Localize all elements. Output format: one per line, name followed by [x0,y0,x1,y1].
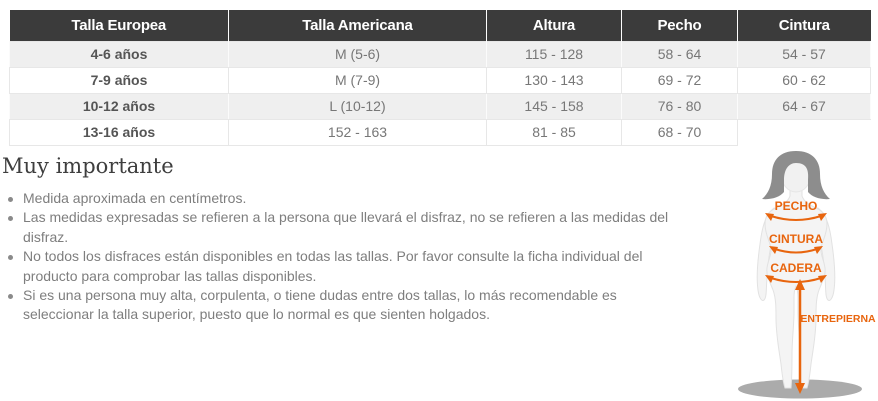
chest-arrowhead-left [765,213,774,221]
notes-title: Muy importante [2,154,174,178]
chest-arrowhead-right [818,213,827,221]
header-row: Talla Europea Talla Americana Altura Pec… [9,10,871,41]
table-cell: 60 - 62 [737,66,871,94]
table-cell: 152 - 163 [228,118,487,146]
waist-label: CINTURA [769,232,823,246]
table-row: 7-9 años M (7-9) 130 - 143 69 - 72 60 - … [9,66,871,94]
hip-arrow [770,277,822,283]
table-row: 4-6 años M (5-6) 115 - 128 58 - 64 54 - … [9,40,871,68]
inseam-arrowhead-top [795,279,805,290]
size-table: Talla Europea Talla Americana Altura Pec… [9,10,871,146]
body-shape [764,187,828,389]
table-cell: M (5-6) [228,40,487,68]
table-cell: 115 - 128 [486,40,622,68]
table-cell: 58 - 64 [621,40,738,68]
table-cell: 145 - 158 [486,92,622,120]
table-cell: 54 - 57 [737,40,871,68]
column-header-talla-americana: Talla Americana [228,10,487,41]
table-cell: 68 - 70 [621,118,738,146]
table-row: 10-12 años L (10-12) 145 - 158 76 - 80 6… [9,92,871,120]
table-cell: 76 - 80 [621,92,738,120]
table-cell: 64 - 67 [737,92,871,120]
hip-arrowhead-left [765,275,774,283]
table-cell: 69 - 72 [621,66,738,94]
inseam-label: ENTREPIERNA [800,313,876,325]
column-header-pecho: Pecho [621,10,738,41]
waist-arrowhead-left [769,246,778,254]
hip-label: CADERA [770,261,822,275]
body-measurement-figure: PECHO CINTURA CADERA ENTREPIERNA [734,150,876,401]
hair-shape [762,151,830,200]
note-item: Si es una persona muy alta, corpulenta, … [6,286,682,325]
waist-arrowhead-right [814,246,823,254]
table-cell: 13-16 años [9,118,229,146]
column-header-cintura: Cintura [737,10,871,41]
empty-cell [737,119,871,145]
notes-list: Medida aproximada en centímetros. Las me… [6,189,682,325]
chest-arrow [770,215,822,221]
table-cell: 7-9 años [9,66,229,94]
table-cell: 130 - 143 [486,66,622,94]
table-cell: M (7-9) [228,66,487,94]
inseam-arrowhead-bottom [795,383,805,394]
table-row: 13-16 años 152 - 163 81 - 85 68 - 70 [9,118,871,146]
column-header-altura: Altura [486,10,622,41]
table-cell: 4-6 años [9,40,229,68]
note-item: Las medidas expresadas se refieren a la … [6,208,682,247]
chest-label: PECHO [775,199,818,213]
hip-arrowhead-right [818,275,827,283]
waist-arrow [774,248,818,254]
table-cell: 10-12 años [9,92,229,120]
column-header-talla-europea: Talla Europea [9,10,229,41]
table-cell: L (10-12) [228,92,487,120]
note-item: No todos los disfraces están disponibles… [6,247,682,286]
note-item: Medida aproximada en centímetros. [6,189,682,208]
measurement-diagram-icon: PECHO CINTURA CADERA ENTREPIERNA [738,151,876,399]
table-cell: 81 - 85 [486,118,622,146]
